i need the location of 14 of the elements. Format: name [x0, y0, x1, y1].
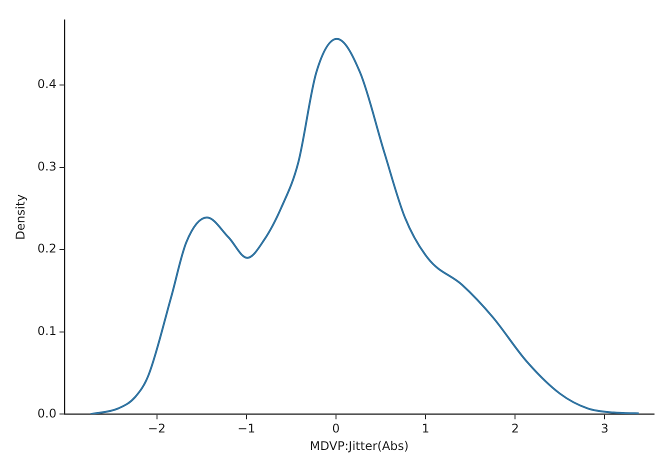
y-tick-label: 0.4	[37, 77, 56, 92]
y-tick-label: 0.0	[37, 406, 56, 420]
y-tick-label: 0.3	[37, 159, 56, 174]
x-tick-label: 2	[511, 422, 519, 436]
y-tick-label: 0.2	[37, 242, 56, 256]
y-tick-label: 0.1	[37, 324, 56, 338]
x-tick-label: 1	[422, 422, 430, 436]
x-tick-label: 3	[600, 422, 609, 436]
x-tick-label: −2	[148, 422, 166, 436]
x-tick-label: −1	[238, 422, 256, 436]
line-series	[89, 38, 640, 414]
x-axis-title: MDVP:Jitter(Abs)	[310, 438, 409, 453]
x-tick-label: 0	[332, 422, 340, 436]
y-axis-title: Density	[13, 194, 28, 240]
